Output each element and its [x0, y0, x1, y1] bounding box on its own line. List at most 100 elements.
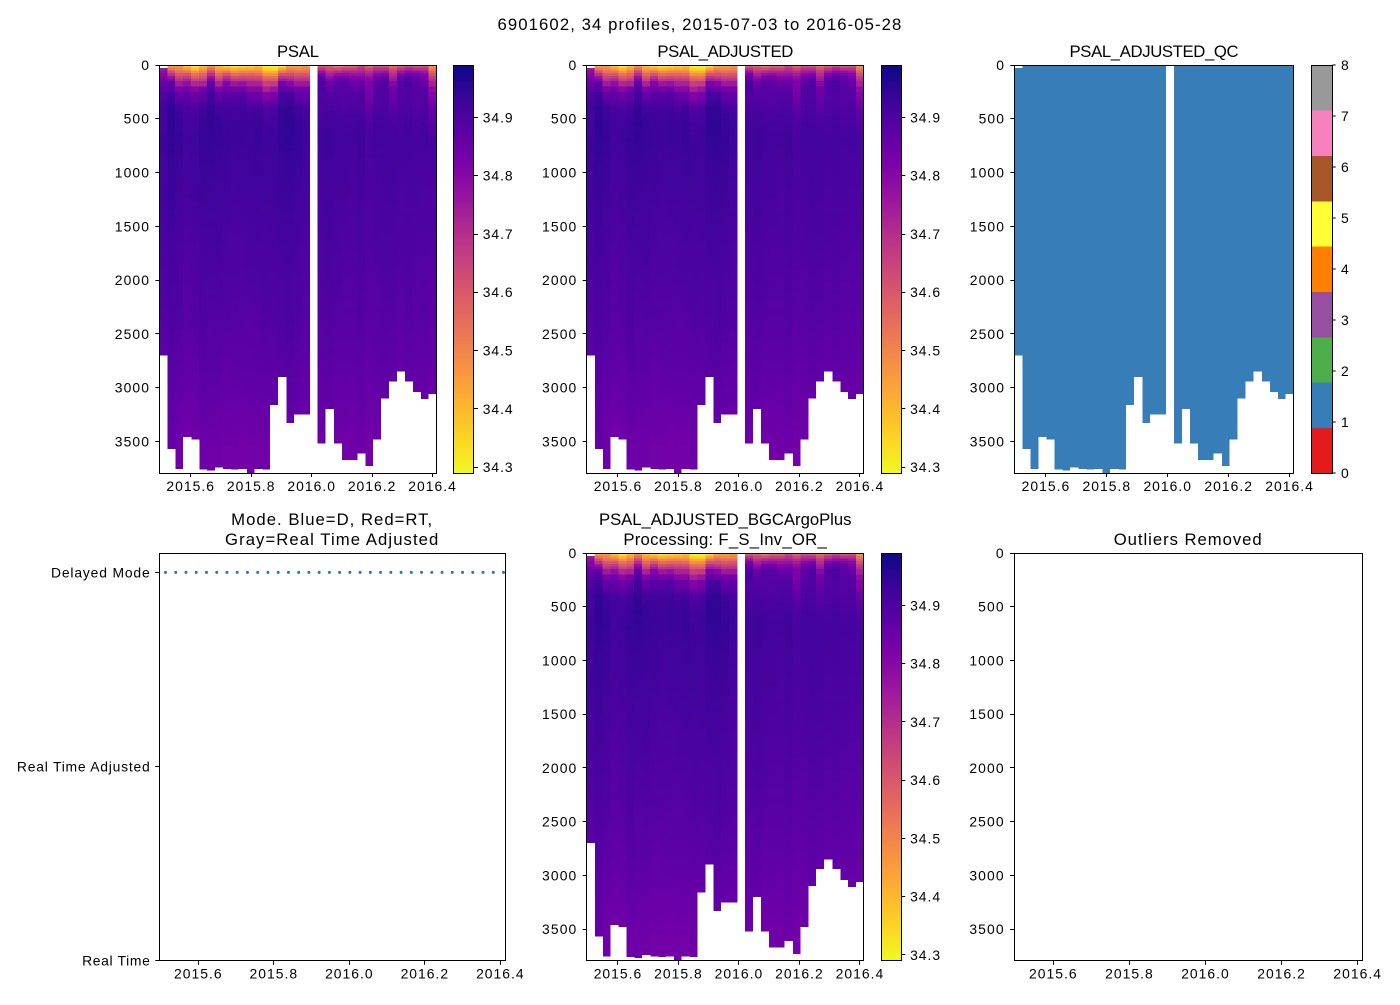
svg-text:2016.0: 2016.0	[1143, 478, 1192, 494]
svg-text:34.9: 34.9	[910, 597, 941, 613]
svg-text:2000: 2000	[542, 272, 577, 288]
svg-text:34.8: 34.8	[910, 656, 941, 672]
svg-text:2015.8: 2015.8	[1105, 966, 1154, 982]
svg-text:Outliers Removed: Outliers Removed	[1114, 530, 1263, 549]
svg-text:2016.2: 2016.2	[1257, 966, 1306, 982]
svg-text:2000: 2000	[969, 760, 1004, 776]
svg-text:34.5: 34.5	[483, 343, 514, 359]
svg-text:8: 8	[1341, 57, 1350, 73]
svg-text:1500: 1500	[969, 706, 1004, 722]
svg-text:34.3: 34.3	[910, 459, 941, 475]
svg-text:34.9: 34.9	[910, 109, 941, 125]
svg-text:2016.0: 2016.0	[287, 478, 336, 494]
svg-text:PSAL_ADJUSTED_BGCArgoPlus: PSAL_ADJUSTED_BGCArgoPlus	[599, 510, 851, 529]
svg-text:34.6: 34.6	[910, 284, 941, 300]
svg-text:34.9: 34.9	[483, 109, 514, 125]
svg-text:500: 500	[124, 111, 151, 127]
svg-text:3000: 3000	[542, 867, 577, 883]
svg-text:0: 0	[996, 545, 1005, 561]
svg-text:1500: 1500	[970, 218, 1005, 234]
svg-text:34.4: 34.4	[483, 401, 514, 417]
svg-text:34.8: 34.8	[910, 168, 941, 184]
svg-text:4: 4	[1341, 261, 1350, 277]
svg-text:0: 0	[569, 57, 578, 73]
svg-text:2015.6: 2015.6	[594, 966, 643, 982]
svg-text:Delayed Mode: Delayed Mode	[51, 564, 150, 580]
svg-text:3000: 3000	[542, 380, 577, 396]
svg-text:PSAL: PSAL	[277, 42, 319, 61]
svg-text:2000: 2000	[115, 272, 150, 288]
svg-text:2016.0: 2016.0	[325, 966, 374, 982]
svg-text:2016.0: 2016.0	[715, 966, 764, 982]
svg-text:3500: 3500	[115, 433, 150, 449]
svg-text:500: 500	[551, 111, 578, 127]
svg-text:2016.2: 2016.2	[775, 478, 824, 494]
svg-text:1000: 1000	[542, 164, 577, 180]
svg-text:2015.8: 2015.8	[1083, 478, 1132, 494]
svg-text:7: 7	[1341, 108, 1350, 124]
svg-text:34.4: 34.4	[910, 889, 941, 905]
svg-text:1500: 1500	[115, 218, 150, 234]
svg-text:34.4: 34.4	[910, 401, 941, 417]
svg-text:2016.4: 2016.4	[408, 478, 457, 494]
svg-text:1: 1	[1341, 414, 1350, 430]
svg-text:2015.6: 2015.6	[594, 478, 643, 494]
svg-text:2016.4: 2016.4	[836, 966, 885, 982]
svg-text:2: 2	[1341, 363, 1350, 379]
svg-text:3000: 3000	[970, 380, 1005, 396]
svg-text:34.5: 34.5	[910, 343, 941, 359]
svg-text:2016.2: 2016.2	[348, 478, 397, 494]
svg-text:3500: 3500	[542, 921, 577, 937]
svg-text:2016.0: 2016.0	[715, 478, 764, 494]
svg-text:34.5: 34.5	[910, 830, 941, 846]
svg-text:2016.4: 2016.4	[836, 478, 885, 494]
svg-text:3500: 3500	[542, 433, 577, 449]
svg-text:2015.6: 2015.6	[166, 478, 215, 494]
svg-text:2016.4: 2016.4	[1265, 478, 1314, 494]
svg-text:Mode. Blue=D, Red=RT,: Mode. Blue=D, Red=RT,	[231, 510, 433, 529]
svg-text:2015.8: 2015.8	[654, 966, 703, 982]
svg-text:Real Time Adjusted: Real Time Adjusted	[17, 758, 151, 774]
svg-text:2016.2: 2016.2	[775, 966, 824, 982]
svg-text:Processing: F_S_Inv_OR_: Processing: F_S_Inv_OR_	[623, 530, 827, 549]
svg-text:3500: 3500	[969, 921, 1004, 937]
svg-text:2015.6: 2015.6	[1029, 966, 1078, 982]
svg-text:1000: 1000	[970, 164, 1005, 180]
svg-text:2500: 2500	[542, 814, 577, 830]
svg-text:2016.0: 2016.0	[1181, 966, 1230, 982]
svg-text:34.7: 34.7	[910, 714, 941, 730]
svg-text:0: 0	[569, 545, 578, 561]
svg-text:3: 3	[1341, 312, 1350, 328]
svg-text:2016.2: 2016.2	[1204, 478, 1253, 494]
svg-text:34.3: 34.3	[483, 459, 514, 475]
svg-text:0: 0	[141, 57, 150, 73]
svg-text:Gray=Real Time Adjusted: Gray=Real Time Adjusted	[225, 530, 439, 549]
svg-text:500: 500	[978, 599, 1005, 615]
svg-text:34.7: 34.7	[483, 226, 514, 242]
svg-text:2015.6: 2015.6	[174, 966, 223, 982]
svg-text:2015.8: 2015.8	[227, 478, 276, 494]
svg-text:5: 5	[1341, 210, 1350, 226]
svg-text:2500: 2500	[115, 326, 150, 342]
svg-text:6901602, 34 profiles, 2015-07-: 6901602, 34 profiles, 2015-07-03 to 2016…	[498, 15, 903, 34]
svg-text:0: 0	[996, 57, 1005, 73]
svg-text:2015.6: 2015.6	[1022, 478, 1071, 494]
svg-text:3500: 3500	[970, 433, 1005, 449]
svg-text:Real Time: Real Time	[82, 953, 150, 969]
svg-text:2015.8: 2015.8	[654, 478, 703, 494]
svg-text:1000: 1000	[115, 164, 150, 180]
svg-text:1500: 1500	[542, 706, 577, 722]
svg-text:2016.2: 2016.2	[401, 966, 450, 982]
svg-text:PSAL_ADJUSTED: PSAL_ADJUSTED	[657, 42, 793, 61]
svg-text:2000: 2000	[542, 760, 577, 776]
svg-text:2000: 2000	[970, 272, 1005, 288]
svg-text:34.3: 34.3	[910, 947, 941, 963]
svg-text:34.6: 34.6	[910, 772, 941, 788]
svg-text:2500: 2500	[969, 814, 1004, 830]
svg-text:3000: 3000	[115, 380, 150, 396]
svg-text:2016.4: 2016.4	[1333, 966, 1382, 982]
svg-text:500: 500	[979, 111, 1006, 127]
svg-text:PSAL_ADJUSTED_QC: PSAL_ADJUSTED_QC	[1070, 42, 1239, 61]
svg-text:1500: 1500	[542, 218, 577, 234]
svg-text:34.7: 34.7	[910, 226, 941, 242]
